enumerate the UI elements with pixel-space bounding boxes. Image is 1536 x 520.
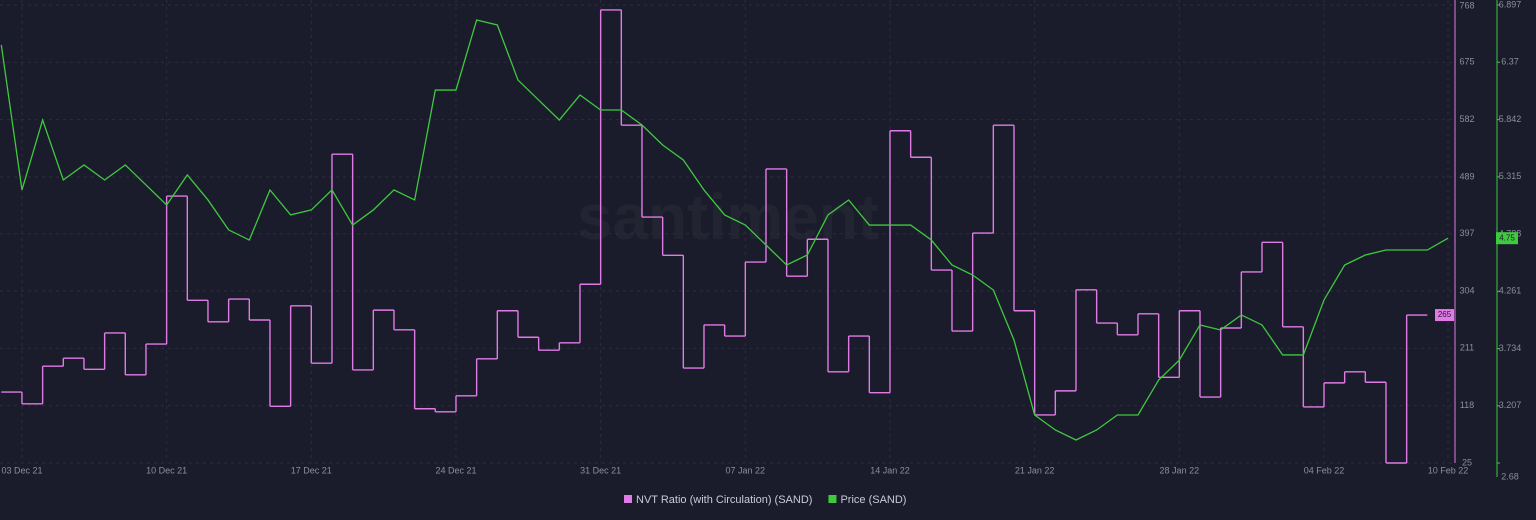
nvt-step-connector xyxy=(21,9,1408,463)
legend-label: Price (SAND) xyxy=(840,494,906,506)
x-tick-label: 07 Jan 22 xyxy=(726,465,766,475)
last-value-label: 265 xyxy=(1438,310,1452,319)
legend-swatch xyxy=(828,495,837,503)
y-tick-label: 489 xyxy=(1459,171,1474,181)
x-tick-label: 10 Dec 21 xyxy=(146,465,187,475)
y-tick-label: 397 xyxy=(1459,228,1474,238)
x-tick-label: 21 Jan 22 xyxy=(1015,465,1055,475)
y-tick-label: 582 xyxy=(1459,114,1474,124)
y2-tick-label: 5.842 xyxy=(1499,114,1522,124)
x-tick-label: 14 Jan 22 xyxy=(870,465,910,475)
y2-tick-label: 2.68 xyxy=(1501,471,1519,481)
y2-tick-label: 3.734 xyxy=(1499,343,1522,353)
y-tick-label: 211 xyxy=(1460,343,1474,353)
y2-tick-label: 4.261 xyxy=(1499,286,1522,296)
y-tick-label: 118 xyxy=(1460,400,1474,410)
x-tick-label: 17 Dec 21 xyxy=(291,465,332,475)
price-line xyxy=(0,19,1449,441)
y-tick-label: 768 xyxy=(1459,0,1474,10)
x-tick-label: 04 Feb 22 xyxy=(1304,465,1345,475)
x-tick-label: 28 Jan 22 xyxy=(1160,465,1200,475)
y2-tick-label: 5.315 xyxy=(1499,171,1522,181)
last-value-tag xyxy=(1435,309,1454,322)
x-tick-label: 31 Dec 21 xyxy=(580,465,621,475)
x-tick-label: 24 Dec 21 xyxy=(435,465,476,475)
last-value-tag xyxy=(1496,232,1518,245)
legend-swatch xyxy=(624,495,632,503)
x-tick-label: 03 Dec 21 xyxy=(1,465,42,475)
y-tick-label: 25 xyxy=(1462,457,1472,467)
x-tick-label: 10 Feb 22 xyxy=(1428,465,1469,475)
legend: NVT Ratio (with Circulation) (SAND) Price… xyxy=(624,494,906,506)
y2-tick-label: 6.897 xyxy=(1499,0,1522,9)
y2-tick-label: 6.37 xyxy=(1501,57,1519,67)
y2-tick-label: 3.207 xyxy=(1499,400,1522,410)
y-tick-label: 675 xyxy=(1459,57,1474,67)
y-tick-label: 304 xyxy=(1459,285,1474,295)
last-value-label: 4.75 xyxy=(1499,233,1515,242)
legend-label: NVT Ratio (with Circulation) (SAND) xyxy=(636,494,812,506)
